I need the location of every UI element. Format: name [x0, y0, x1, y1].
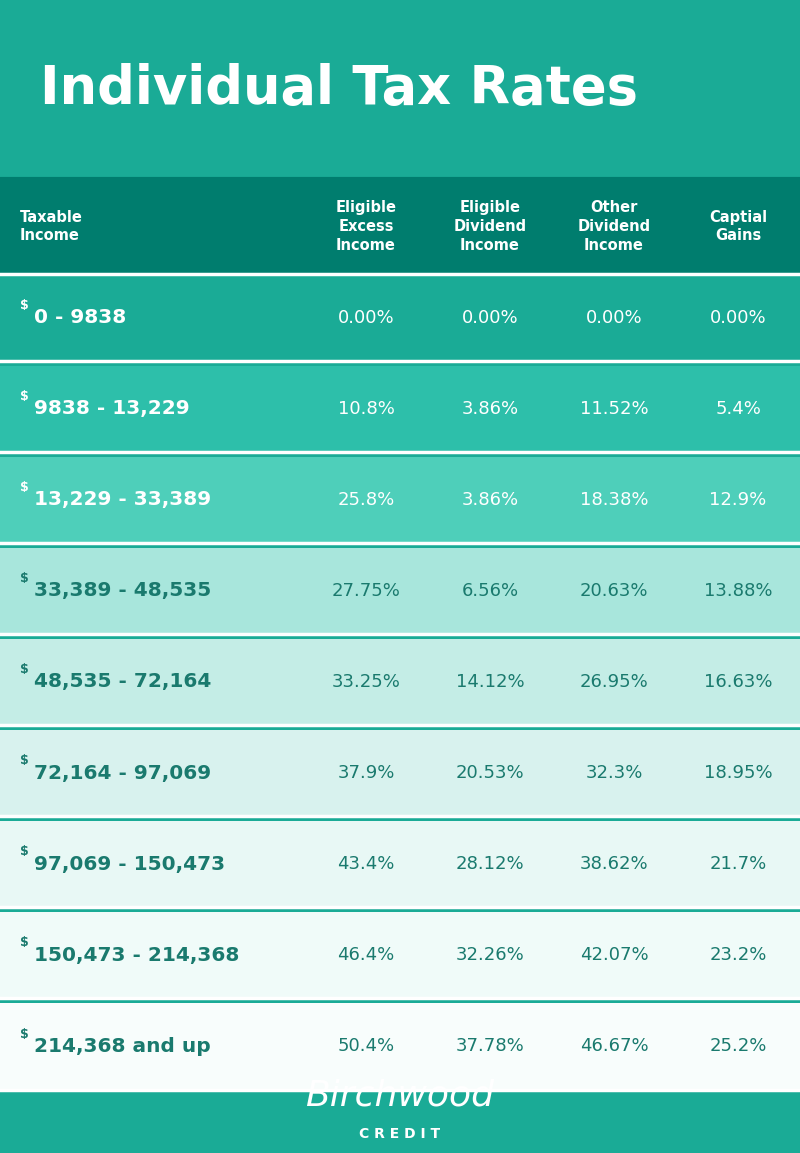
Text: 0.00%: 0.00%: [338, 309, 394, 326]
Bar: [0, 1003, 800, 1090]
Text: 6.56%: 6.56%: [462, 582, 518, 600]
Text: 46.4%: 46.4%: [338, 947, 394, 964]
Text: 37.9%: 37.9%: [338, 764, 394, 782]
Text: 27.75%: 27.75%: [331, 582, 401, 600]
Text: 11.52%: 11.52%: [580, 400, 648, 417]
Text: 32.26%: 32.26%: [456, 947, 524, 964]
Text: $: $: [20, 936, 29, 949]
Text: Individual Tax Rates: Individual Tax Rates: [40, 63, 638, 115]
Text: 18.95%: 18.95%: [704, 764, 772, 782]
Text: 97,069 - 150,473: 97,069 - 150,473: [34, 854, 226, 874]
Text: $: $: [20, 390, 29, 404]
Text: 9838 - 13,229: 9838 - 13,229: [34, 399, 190, 419]
Text: 16.63%: 16.63%: [704, 673, 772, 691]
Text: 23.2%: 23.2%: [710, 947, 766, 964]
Text: 0.00%: 0.00%: [710, 309, 766, 326]
Text: 214,368 and up: 214,368 and up: [34, 1037, 211, 1056]
Text: 21.7%: 21.7%: [710, 856, 766, 873]
Text: Birchwood: Birchwood: [306, 1078, 494, 1111]
Text: $: $: [20, 481, 29, 495]
Bar: [0, 912, 800, 998]
Bar: [0, 548, 800, 634]
Text: $: $: [20, 663, 29, 676]
Text: 5.4%: 5.4%: [715, 400, 761, 417]
Text: 38.62%: 38.62%: [580, 856, 648, 873]
Bar: [0, 179, 800, 274]
Text: 0.00%: 0.00%: [462, 309, 518, 326]
Text: 26.95%: 26.95%: [580, 673, 648, 691]
Bar: [0, 366, 800, 452]
Bar: [0, 274, 800, 361]
Text: $: $: [20, 572, 29, 585]
Text: 48,535 - 72,164: 48,535 - 72,164: [34, 672, 212, 692]
Text: 3.86%: 3.86%: [462, 491, 518, 508]
Text: 12.9%: 12.9%: [710, 491, 766, 508]
Bar: [0, 821, 800, 907]
Text: 33,389 - 48,535: 33,389 - 48,535: [34, 581, 212, 601]
Text: 13,229 - 33,389: 13,229 - 33,389: [34, 490, 211, 510]
Text: 10.8%: 10.8%: [338, 400, 394, 417]
Text: 20.53%: 20.53%: [456, 764, 524, 782]
Bar: [0, 730, 800, 816]
Text: Other
Dividend
Income: Other Dividend Income: [578, 201, 650, 253]
Text: 20.63%: 20.63%: [580, 582, 648, 600]
Bar: [0, 457, 800, 543]
Text: 37.78%: 37.78%: [456, 1038, 524, 1055]
Text: 33.25%: 33.25%: [331, 673, 401, 691]
Text: 25.8%: 25.8%: [338, 491, 394, 508]
Text: 0 - 9838: 0 - 9838: [34, 308, 126, 327]
Text: 32.3%: 32.3%: [586, 764, 642, 782]
Text: $: $: [20, 845, 29, 858]
Text: 13.88%: 13.88%: [704, 582, 772, 600]
Text: $: $: [20, 299, 29, 311]
Text: $: $: [20, 1027, 29, 1040]
Text: 0.00%: 0.00%: [586, 309, 642, 326]
Bar: [0, 1090, 800, 1153]
Text: 46.67%: 46.67%: [580, 1038, 648, 1055]
Text: 18.38%: 18.38%: [580, 491, 648, 508]
Text: 42.07%: 42.07%: [580, 947, 648, 964]
Text: Eligible
Dividend
Income: Eligible Dividend Income: [454, 201, 526, 253]
Text: $: $: [20, 754, 29, 768]
Text: 50.4%: 50.4%: [338, 1038, 394, 1055]
Text: Eligible
Excess
Income: Eligible Excess Income: [335, 201, 397, 253]
Text: 28.12%: 28.12%: [456, 856, 524, 873]
Text: 43.4%: 43.4%: [338, 856, 394, 873]
Text: C R E D I T: C R E D I T: [359, 1128, 441, 1141]
Text: 25.2%: 25.2%: [710, 1038, 766, 1055]
Text: Captial
Gains: Captial Gains: [709, 210, 767, 243]
Text: 14.12%: 14.12%: [456, 673, 524, 691]
Text: 3.86%: 3.86%: [462, 400, 518, 417]
Text: Taxable
Income: Taxable Income: [20, 210, 83, 243]
Bar: [0, 0, 800, 179]
Text: 72,164 - 97,069: 72,164 - 97,069: [34, 763, 211, 783]
Text: 150,473 - 214,368: 150,473 - 214,368: [34, 945, 240, 965]
Bar: [0, 639, 800, 725]
